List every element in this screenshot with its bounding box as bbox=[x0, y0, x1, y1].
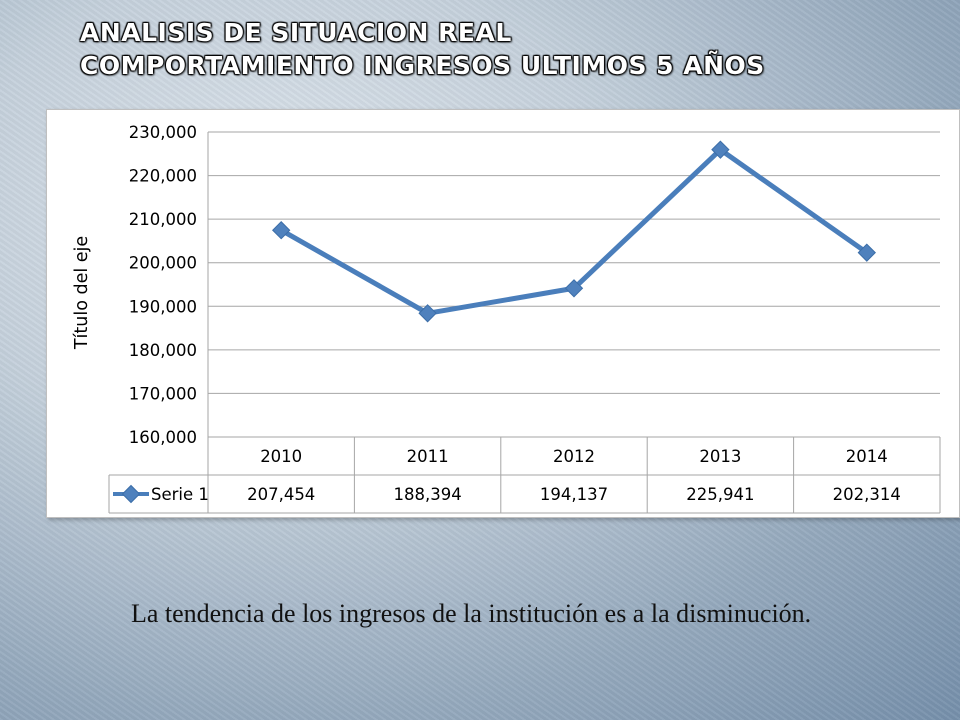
legend-series-name: Serie 1 bbox=[151, 485, 209, 504]
slide-caption: La tendencia de los ingresos de la insti… bbox=[131, 599, 812, 628]
category-label: 2014 bbox=[846, 447, 888, 466]
y-tick-label: 230,000 bbox=[129, 123, 197, 142]
data-point-marker bbox=[418, 304, 437, 323]
chart-frame: 160,000 170,000 180,000 190,000 200,000 210,0… bbox=[46, 109, 960, 518]
title-line-2: Comportamiento ingresos ultimos 5 años bbox=[80, 51, 765, 80]
y-tick-label: 200,000 bbox=[129, 254, 197, 273]
category-label: 2013 bbox=[699, 447, 741, 466]
data-table-value: 225,941 bbox=[686, 485, 754, 504]
data-point-marker bbox=[857, 243, 876, 262]
y-tick-label: 190,000 bbox=[129, 297, 197, 316]
category-label: 2010 bbox=[260, 447, 302, 466]
data-table-value: 194,137 bbox=[540, 485, 608, 504]
data-table-value: 202,314 bbox=[833, 485, 901, 504]
data-point-marker bbox=[272, 221, 291, 240]
y-axis-title: Título del eje bbox=[72, 236, 92, 350]
y-tick-label: 170,000 bbox=[129, 384, 197, 403]
y-tick-label: 220,000 bbox=[129, 167, 197, 186]
y-tick-label: 180,000 bbox=[129, 341, 197, 360]
slide-title: Analisis de situacion real Comportamient… bbox=[80, 16, 940, 82]
title-line-1: Analisis de situacion real bbox=[80, 18, 512, 47]
y-tick-label: 160,000 bbox=[129, 428, 197, 447]
data-point-marker bbox=[564, 279, 584, 298]
data-table-value: 188,394 bbox=[393, 485, 461, 504]
category-label: 2012 bbox=[553, 447, 595, 466]
category-label: 2011 bbox=[407, 447, 449, 466]
legend-key-marker bbox=[121, 484, 141, 504]
y-tick-label: 210,000 bbox=[129, 210, 197, 229]
data-table-value: 207,454 bbox=[247, 485, 315, 504]
data-point-marker bbox=[711, 140, 730, 159]
line-chart: 160,000 170,000 180,000 190,000 200,000 210,0… bbox=[72, 123, 941, 514]
